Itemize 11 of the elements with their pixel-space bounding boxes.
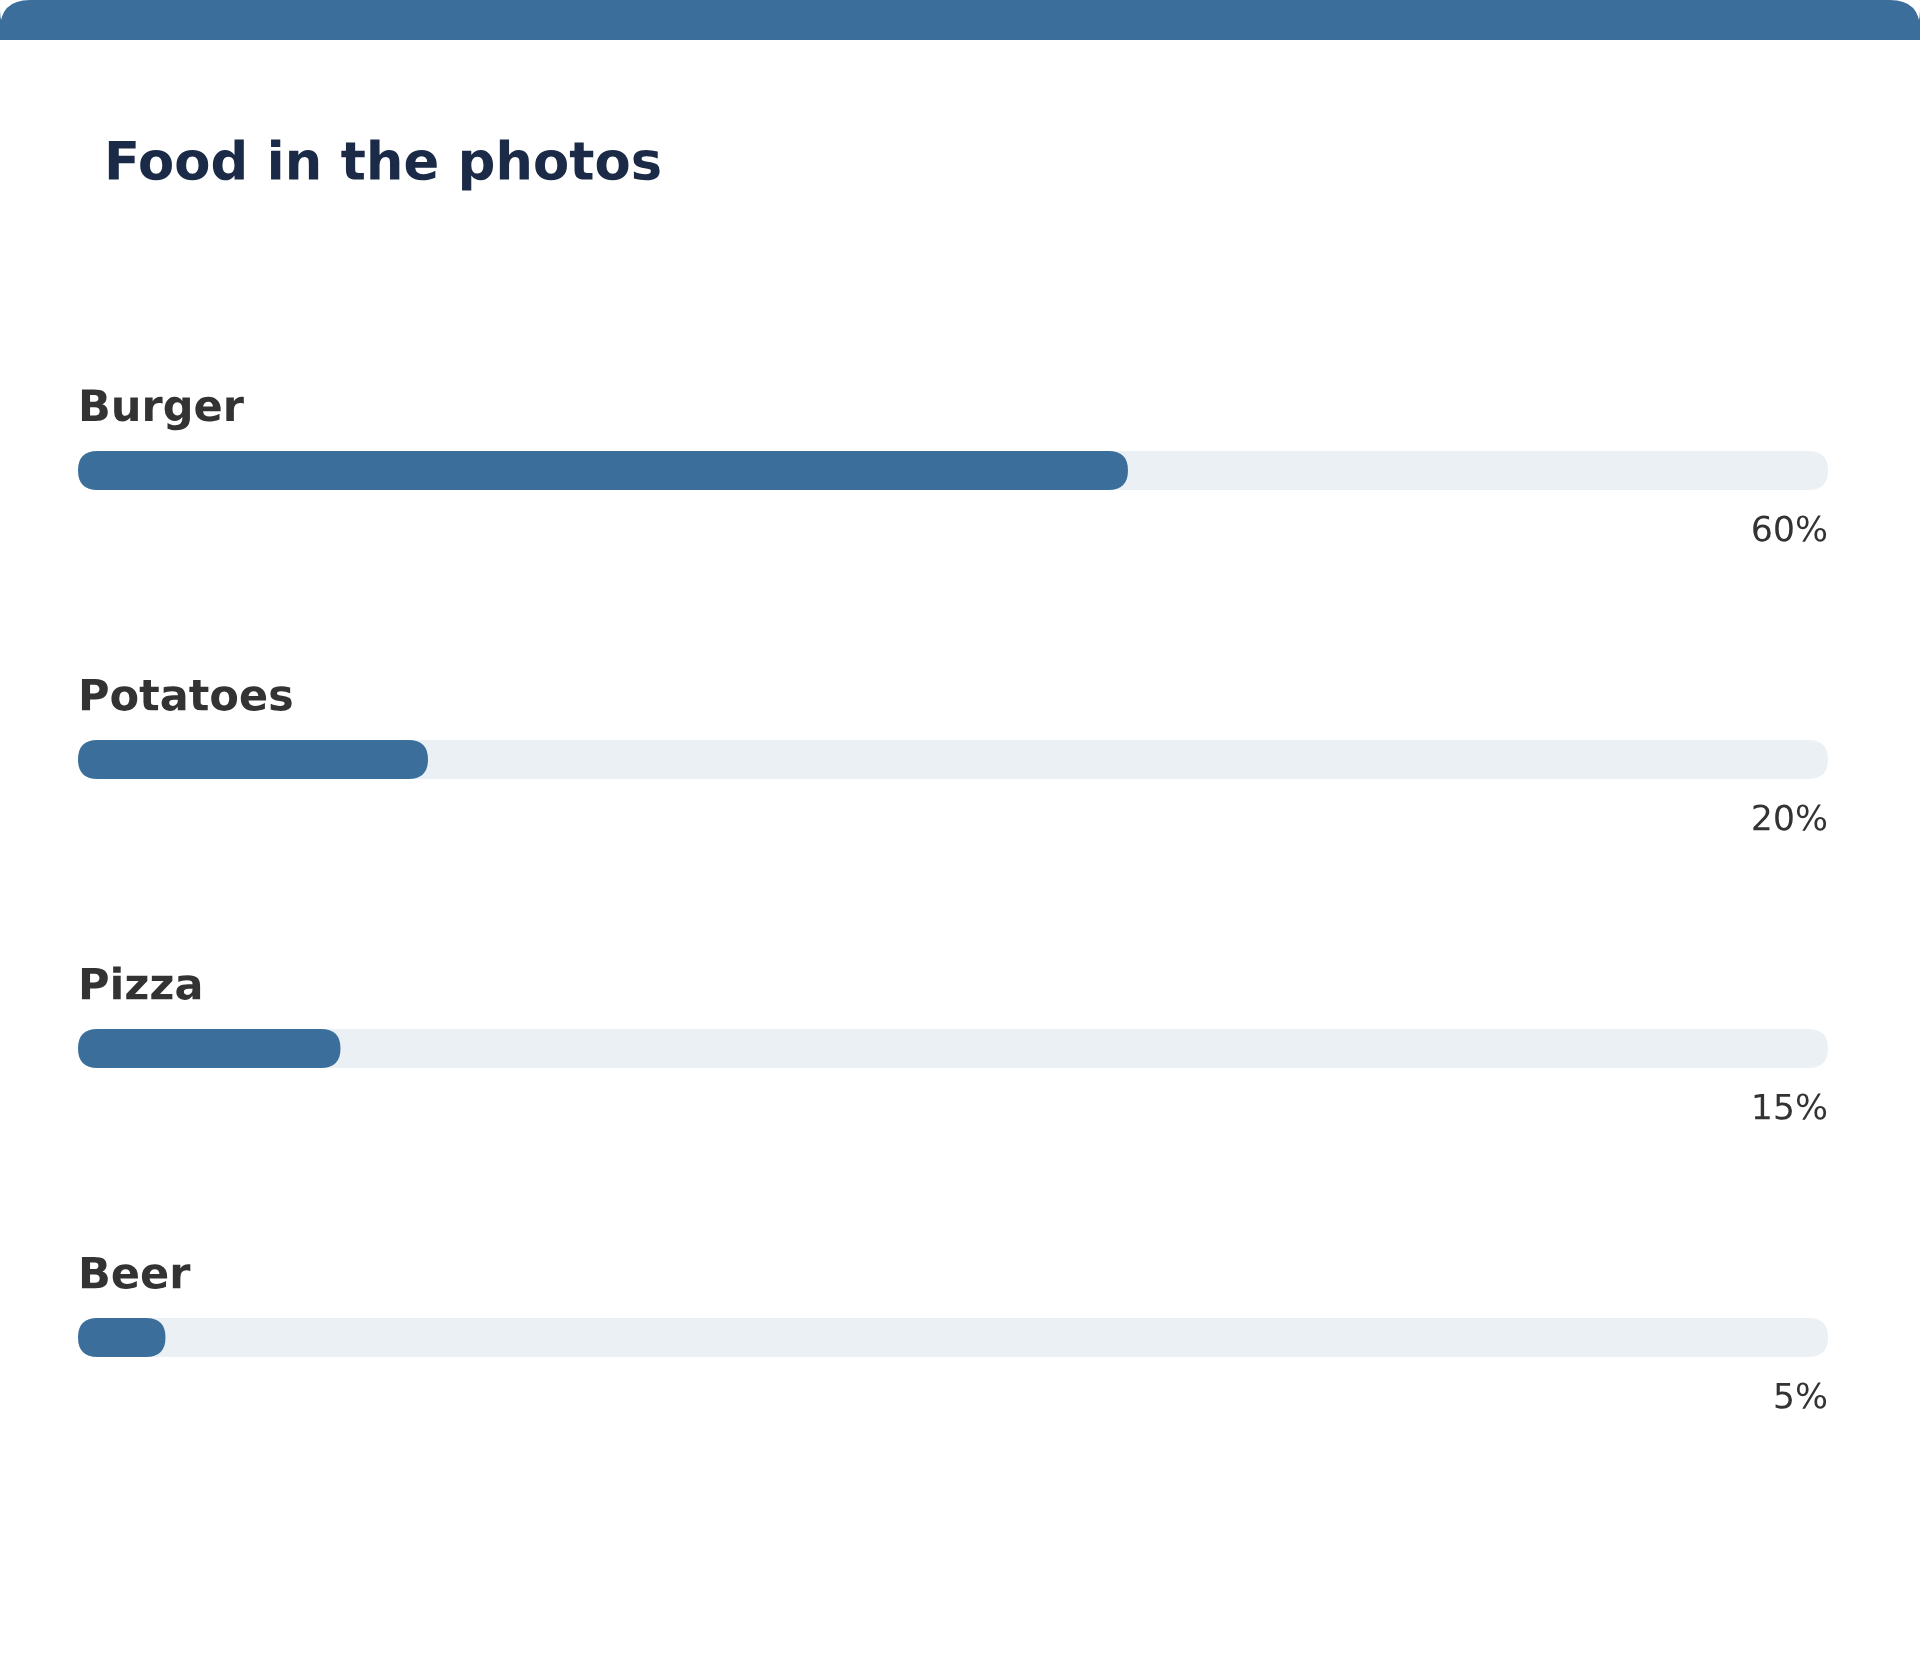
y-tick-label: Beer xyxy=(81,1256,191,1289)
y-tick-label: Burger xyxy=(81,389,244,431)
bar xyxy=(78,740,428,779)
data-label: 20% xyxy=(1753,804,1827,831)
data-label: 60% xyxy=(1753,515,1827,542)
data-label: 5% xyxy=(1775,1382,1827,1409)
y-tick-label: Pizza xyxy=(81,966,201,1000)
chart-title: Food in the photos xyxy=(108,139,660,191)
y-tick-label: Potatoes xyxy=(81,678,292,711)
bar xyxy=(78,1029,341,1068)
data-label: 15% xyxy=(1754,1093,1827,1120)
